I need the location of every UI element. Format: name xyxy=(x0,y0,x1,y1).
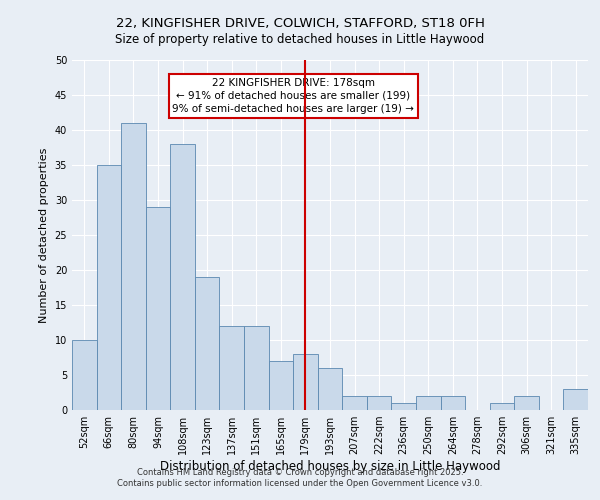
Bar xyxy=(367,396,391,410)
Bar xyxy=(121,123,146,410)
Text: 22, KINGFISHER DRIVE, COLWICH, STAFFORD, ST18 0FH: 22, KINGFISHER DRIVE, COLWICH, STAFFORD,… xyxy=(116,18,484,30)
Bar xyxy=(244,326,269,410)
Bar xyxy=(97,165,121,410)
Bar xyxy=(440,396,465,410)
Bar xyxy=(269,361,293,410)
Bar xyxy=(490,403,514,410)
Bar xyxy=(220,326,244,410)
Bar xyxy=(342,396,367,410)
Bar xyxy=(416,396,440,410)
Bar xyxy=(293,354,318,410)
Bar xyxy=(563,389,588,410)
Text: Size of property relative to detached houses in Little Haywood: Size of property relative to detached ho… xyxy=(115,32,485,46)
Y-axis label: Number of detached properties: Number of detached properties xyxy=(39,148,49,322)
Bar xyxy=(146,207,170,410)
Bar xyxy=(72,340,97,410)
Bar xyxy=(170,144,195,410)
Text: 22 KINGFISHER DRIVE: 178sqm
← 91% of detached houses are smaller (199)
9% of sem: 22 KINGFISHER DRIVE: 178sqm ← 91% of det… xyxy=(172,78,414,114)
Bar xyxy=(391,403,416,410)
Bar xyxy=(514,396,539,410)
Bar xyxy=(318,368,342,410)
Text: Contains HM Land Registry data © Crown copyright and database right 2025.
Contai: Contains HM Land Registry data © Crown c… xyxy=(118,468,482,487)
Bar xyxy=(195,277,220,410)
X-axis label: Distribution of detached houses by size in Little Haywood: Distribution of detached houses by size … xyxy=(160,460,500,473)
